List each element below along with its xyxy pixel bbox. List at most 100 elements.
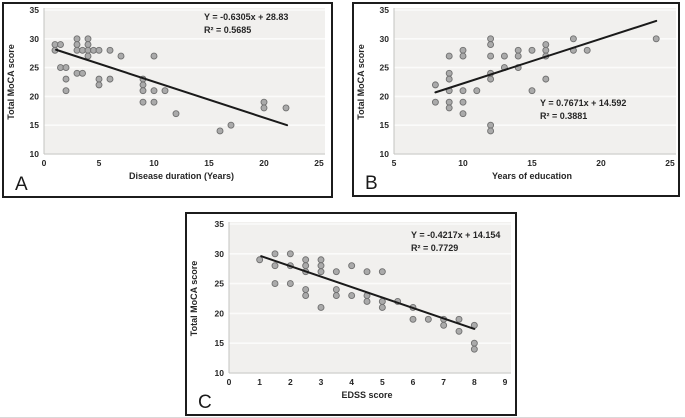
data-point [150, 52, 158, 60]
data-point [378, 303, 386, 311]
data-point [84, 41, 92, 49]
panel-label-c: C [198, 392, 212, 413]
data-point [363, 298, 371, 305]
plot-area-background [44, 8, 325, 154]
x-tick-label-25: 25 [314, 158, 324, 168]
trendline-equation: Y = -0.4217x + 14.154 [411, 230, 500, 240]
y-axis-title: Total MoCA score [356, 44, 366, 120]
trendline [434, 19, 658, 94]
data-point [424, 315, 432, 323]
data-point [57, 41, 64, 49]
data-point [73, 41, 81, 49]
x-tick-label-5: 5 [380, 377, 385, 387]
scatter-chart-edss-score: 10 15 20 25 30 35 0 1 2 3 4 5 6 7 8 9 Y = -0.4217x + 14.… [189, 219, 511, 400]
data-point [332, 286, 340, 294]
r-squared-value: R² = 0.3881 [540, 111, 587, 121]
data-point [445, 104, 453, 112]
data-point [95, 81, 103, 89]
data-point [332, 292, 340, 299]
trendline [260, 255, 476, 330]
data-point [256, 256, 264, 264]
data-point [139, 81, 147, 89]
r-squared-value: R² = 0.7729 [411, 243, 458, 253]
data-point [317, 303, 325, 311]
data-point [139, 87, 147, 95]
data-point [487, 121, 495, 129]
data-point [150, 87, 158, 95]
data-point [216, 127, 224, 135]
data-point [271, 250, 279, 258]
x-axis-title: Disease duration (Years) [129, 171, 234, 181]
plot-area-background [229, 222, 511, 373]
data-point [227, 121, 235, 129]
data-point [282, 104, 290, 112]
data-point [62, 75, 70, 83]
y-tick-label-30: 30 [215, 249, 225, 259]
data-point [95, 75, 103, 83]
y-tick-label-10: 10 [380, 149, 390, 159]
data-point [139, 98, 147, 106]
panel-c: 10 15 20 25 30 35 0 1 2 3 4 5 6 7 8 9 Y = -0.4217x + 14.… [185, 212, 517, 416]
data-point [62, 64, 70, 72]
data-point [459, 87, 467, 95]
data-point [455, 327, 463, 335]
x-tick-label-8: 8 [472, 377, 477, 387]
data-point [583, 46, 591, 54]
y-tick-label-30: 30 [380, 34, 390, 44]
x-tick-label-7: 7 [441, 377, 446, 387]
data-point [487, 127, 495, 135]
y-axis-title: Total MoCA score [189, 261, 199, 337]
x-tick-label-4: 4 [349, 377, 354, 387]
panel-label-b: B [365, 173, 378, 194]
data-point [271, 280, 279, 288]
data-point [79, 69, 86, 77]
trendline [55, 48, 289, 127]
x-tick-label-25: 25 [665, 158, 675, 168]
data-point [652, 35, 660, 43]
y-tick-label-35: 35 [30, 5, 40, 15]
data-point [514, 46, 522, 54]
data-point [473, 87, 481, 95]
data-point [348, 292, 356, 299]
data-point [106, 46, 114, 54]
data-point [286, 280, 294, 288]
trendline-equation: Y = 0.7671x + 14.592 [540, 98, 626, 108]
data-point [459, 98, 467, 106]
scatter-chart-disease-duration: 10 15 20 25 30 35 0 5 10 15 20 25 Y = -0.6305x + 28.… [6, 5, 325, 181]
data-point [459, 110, 467, 118]
data-point [117, 52, 125, 60]
data-point [62, 87, 70, 95]
x-tick-label-20: 20 [259, 158, 269, 168]
y-tick-label-25: 25 [30, 63, 40, 73]
y-tick-label-15: 15 [30, 120, 40, 130]
x-tick-label-1: 1 [257, 377, 262, 387]
data-point [378, 298, 386, 305]
data-point [302, 292, 310, 299]
y-tick-label-15: 15 [215, 338, 225, 348]
x-tick-label-2: 2 [288, 377, 293, 387]
data-point [302, 256, 310, 264]
x-tick-label-10: 10 [149, 158, 159, 168]
data-point [569, 35, 577, 43]
y-tick-label-15: 15 [380, 120, 390, 130]
data-point [332, 268, 340, 276]
x-tick-label-5: 5 [97, 158, 102, 168]
y-tick-label-10: 10 [30, 149, 40, 159]
data-point [106, 75, 114, 83]
data-point [317, 268, 325, 276]
data-point [260, 98, 268, 106]
data-point [95, 46, 103, 54]
data-point [528, 46, 536, 54]
y-tick-label-25: 25 [215, 279, 225, 289]
x-tick-label-6: 6 [411, 377, 416, 387]
data-point [514, 52, 522, 60]
data-point [487, 41, 495, 49]
data-point [260, 104, 268, 112]
data-point [302, 262, 310, 270]
y-tick-label-35: 35 [380, 5, 390, 15]
panel-b: 10 15 20 25 30 35 5 10 15 20 25 Y = 0.7671x + 14.59… [352, 2, 680, 197]
data-point [409, 315, 417, 323]
panel-label-a: A [15, 174, 28, 195]
y-tick-label-20: 20 [215, 308, 225, 318]
r-squared-value: R² = 0.5685 [204, 25, 251, 35]
